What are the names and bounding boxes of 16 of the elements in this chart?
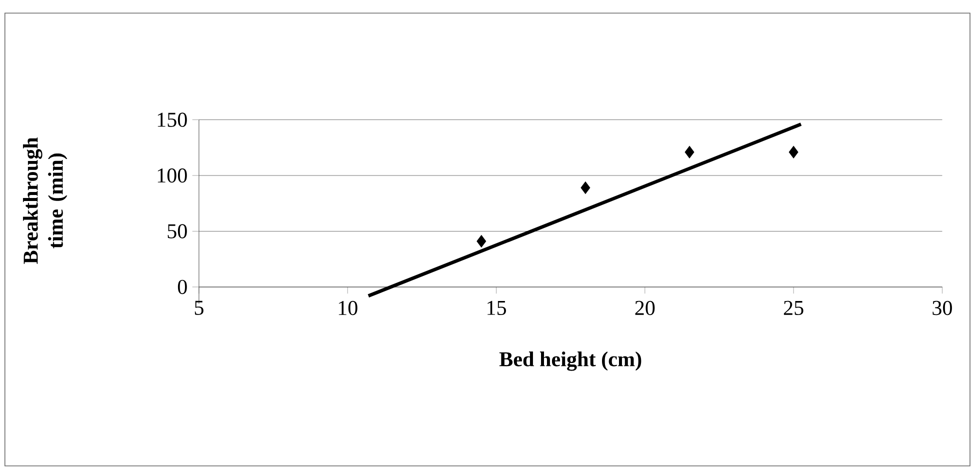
x-axis-title: Bed height (cm)	[499, 351, 642, 371]
y-tick-label: 50	[168, 224, 187, 238]
point	[684, 146, 694, 158]
point	[580, 182, 590, 194]
y-axis-title: Breakthrough time (min)	[22, 137, 68, 264]
point	[788, 146, 798, 158]
y-tick-label: 100	[158, 168, 187, 183]
x-tick-label: 20	[635, 300, 655, 316]
x-tick-label: 5	[194, 300, 204, 315]
x-tick-label: 10	[338, 300, 358, 316]
x-tick-label: 30	[932, 300, 952, 316]
x-tick-label: 15	[488, 300, 506, 315]
point	[476, 235, 486, 248]
y-tick-label: 150	[158, 112, 187, 127]
x-tick-label: 25	[784, 300, 804, 315]
y-tick-label: 0	[178, 280, 187, 294]
